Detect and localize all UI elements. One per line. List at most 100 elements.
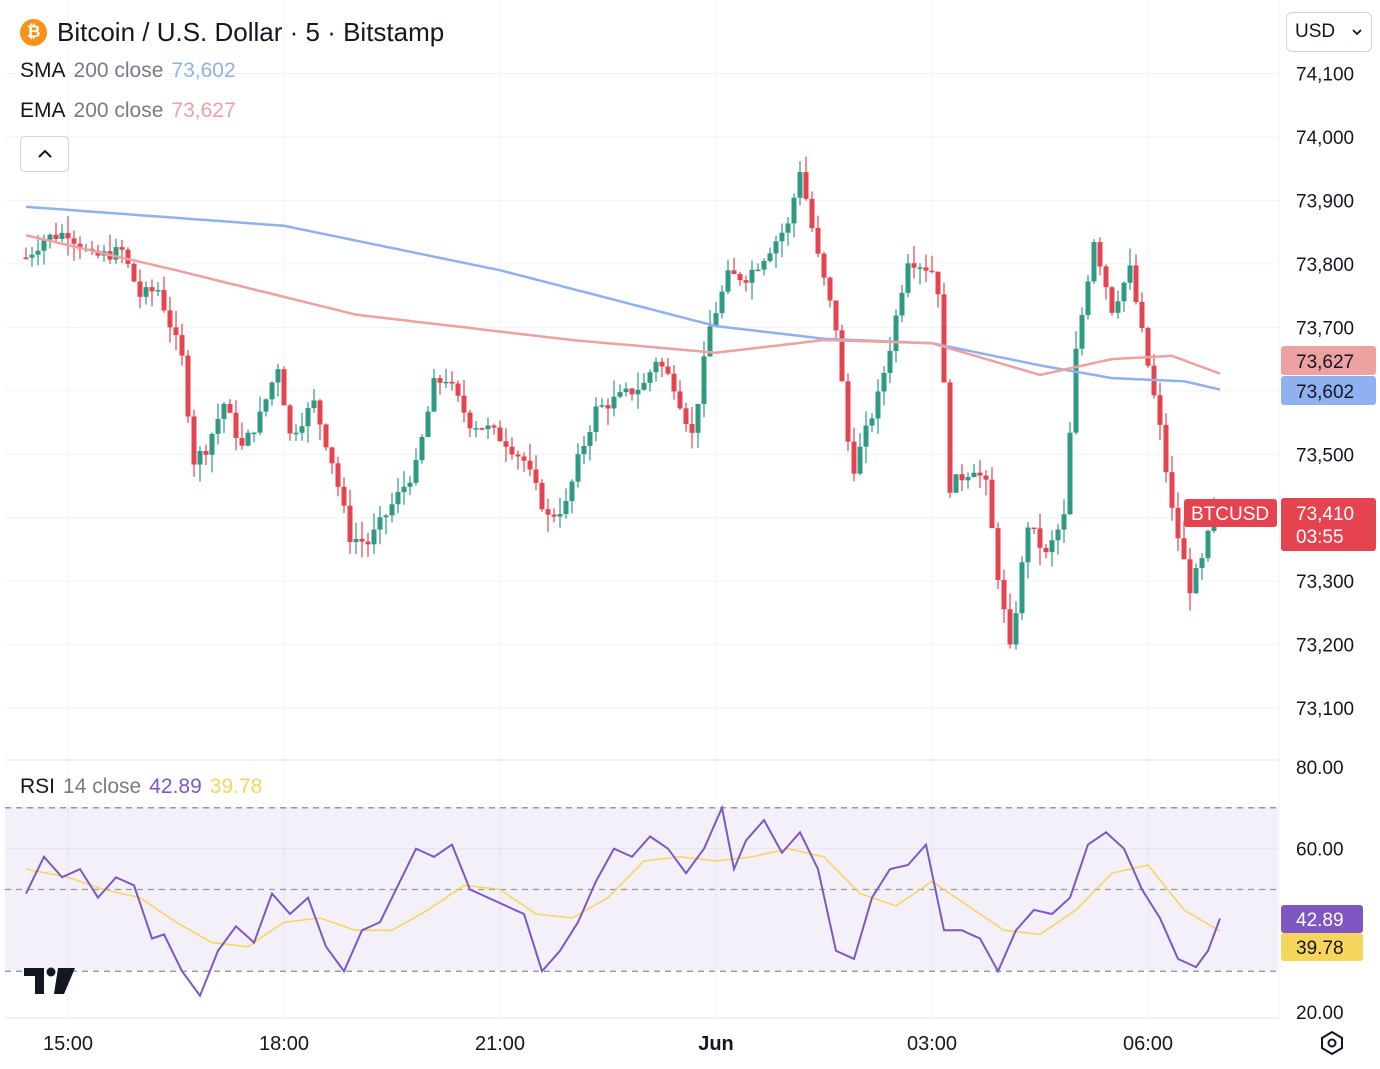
candle-body	[641, 382, 647, 390]
candle-body	[941, 294, 947, 383]
candle-body	[359, 538, 365, 542]
rsi-scale[interactable]: 80.00 60.00 20.00	[1296, 758, 1344, 1024]
candle-body	[677, 391, 683, 409]
currency-selector[interactable]: USD	[1286, 12, 1372, 52]
candle-body	[1127, 265, 1133, 283]
candle-body	[419, 436, 425, 461]
candle-body	[767, 253, 773, 261]
candle-body	[527, 460, 533, 470]
rsi-tick-label: 60.00	[1296, 840, 1344, 861]
rsi-legend-value: 42.89	[149, 775, 202, 798]
candle-body	[701, 356, 707, 404]
candle-body	[851, 441, 857, 474]
ema-legend[interactable]: EMA 200 close 73,627	[20, 99, 236, 123]
candle-body	[281, 369, 287, 406]
candle-body	[629, 388, 635, 395]
time-axis-label: Jun	[698, 1033, 734, 1055]
candle-body	[491, 425, 497, 428]
candle-body	[287, 405, 293, 434]
candle-body	[233, 412, 239, 438]
candle-body	[1139, 301, 1145, 328]
candle-body	[329, 447, 335, 464]
tradingview-logo-icon[interactable]	[24, 966, 76, 1001]
candle-body	[1121, 282, 1127, 302]
candle-body	[407, 482, 413, 487]
ema-price-badge-text: 73,627	[1296, 352, 1354, 373]
candle-body	[263, 399, 269, 412]
candle-body	[977, 472, 983, 476]
candle-body	[461, 395, 467, 413]
rsi-line	[25, 804, 1221, 998]
candle-body	[323, 424, 329, 448]
candle-body	[437, 378, 443, 383]
price-tick-label: 74,100	[1296, 65, 1354, 86]
candle-body	[1079, 315, 1085, 349]
sma-price-badge	[1281, 376, 1376, 405]
candle-body	[545, 509, 551, 515]
candle-body	[785, 223, 791, 233]
candle-body	[1115, 301, 1121, 313]
candle-body	[1103, 266, 1109, 288]
candle-body	[917, 267, 923, 269]
bitcoin-icon: ₿	[20, 18, 47, 46]
candle-body	[1013, 613, 1019, 645]
candle-body	[635, 389, 641, 395]
sma-value: 73,602	[171, 59, 236, 82]
sma-legend[interactable]: SMA 200 close 73,602	[20, 59, 236, 83]
candle-body	[875, 391, 881, 419]
candle-body	[53, 234, 59, 240]
rsi-tick-label: 20.00	[1296, 1003, 1344, 1024]
rsi-legend[interactable]: RSI 14 close 42.89 39.78	[20, 775, 262, 799]
candle-body	[137, 281, 143, 297]
candle-body	[725, 270, 731, 292]
candle-body	[365, 541, 371, 545]
chevron-up-icon	[37, 149, 52, 158]
candle-body	[413, 460, 419, 483]
price-tick-label: 73,200	[1296, 636, 1354, 657]
candle-body	[827, 277, 833, 301]
candle-body	[719, 291, 725, 314]
candle-body	[1193, 568, 1199, 594]
candle-body	[893, 315, 899, 351]
time-axis-label: 03:00	[907, 1033, 957, 1055]
candle-body	[911, 263, 917, 268]
collapse-legend-button[interactable]	[20, 136, 69, 172]
price-tick-label: 73,500	[1296, 445, 1354, 466]
candle-body	[389, 504, 395, 516]
candle-body	[581, 445, 587, 455]
candle-body	[425, 411, 431, 437]
rsi-tick-label: 80.00	[1296, 758, 1344, 779]
candle-body	[1001, 579, 1007, 610]
candle-body	[791, 197, 797, 224]
candle-body	[65, 232, 71, 239]
candle-body	[77, 243, 83, 250]
candle-body	[599, 405, 605, 407]
candle-body	[1169, 472, 1175, 508]
candle-body	[695, 403, 701, 433]
candle-body	[1061, 514, 1067, 530]
candle-body	[935, 271, 941, 295]
time-axis[interactable]: 15:00 18:00 21:00 Jun 03:00 06:00	[43, 1033, 1173, 1055]
candle-body	[305, 408, 311, 427]
settings-gear-icon[interactable]	[1316, 1027, 1348, 1059]
sma-params: 200 close	[73, 59, 164, 82]
chart-title[interactable]: ₿ Bitcoin / U.S. Dollar · 5 · Bitstamp	[20, 14, 444, 50]
sma-name: SMA	[20, 59, 66, 82]
candle-body	[485, 425, 491, 430]
candle-body	[1199, 558, 1205, 569]
price-tick-label: 73,700	[1296, 318, 1354, 339]
candle-body	[317, 400, 323, 425]
candle-body	[113, 247, 119, 260]
candle-body	[845, 381, 851, 442]
candle-body	[539, 482, 545, 510]
candle-body	[503, 441, 509, 447]
sma-price-badge-text: 73,602	[1296, 382, 1354, 403]
candle-body	[1157, 395, 1163, 425]
price-scale[interactable]: 74,100 74,000 73,900 73,800 73,700 73,500 73,3…	[1296, 65, 1354, 721]
candle-body	[47, 234, 53, 240]
candle-body	[965, 477, 971, 481]
last-price-badge	[1281, 498, 1376, 551]
candle-body	[215, 418, 221, 434]
candle-body	[1097, 242, 1103, 267]
